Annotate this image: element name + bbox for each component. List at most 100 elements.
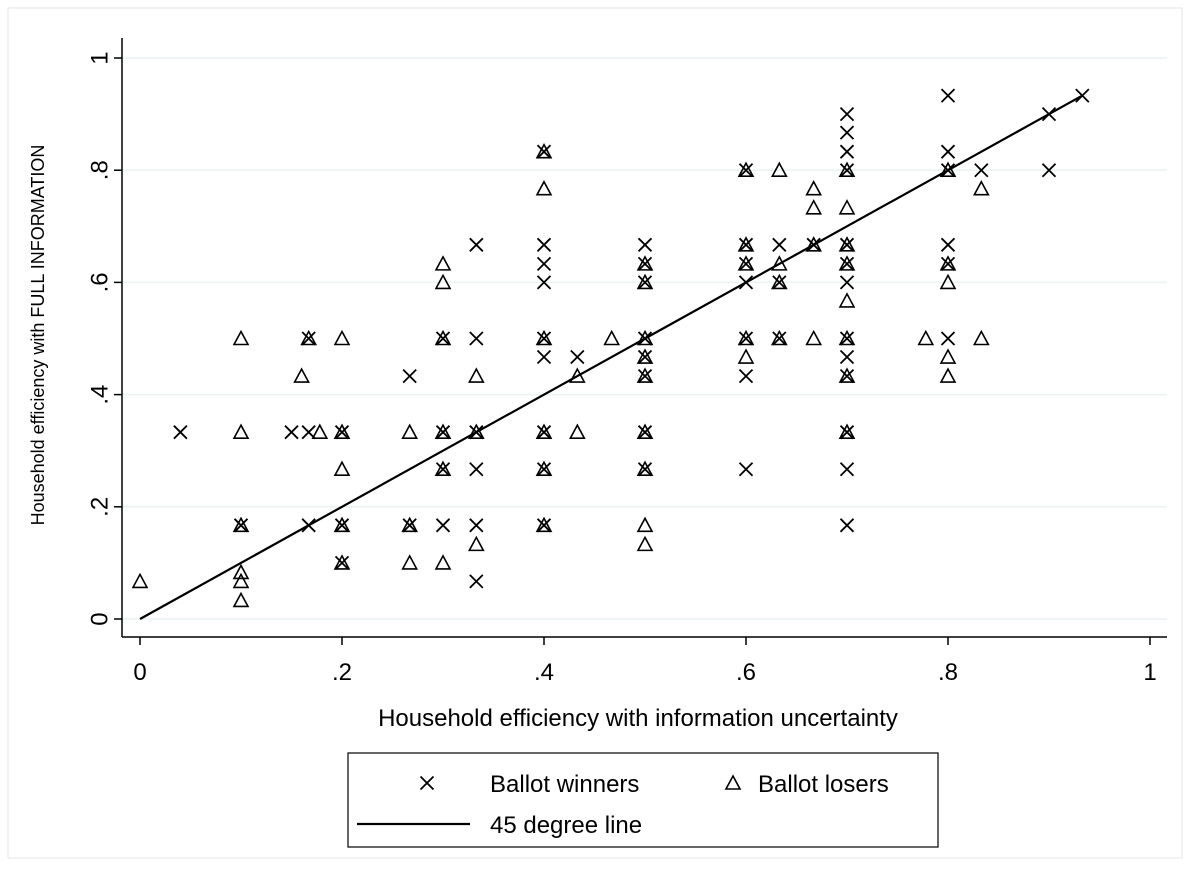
winner-point [940, 163, 956, 178]
loser-point [467, 367, 485, 383]
winner-point [738, 256, 754, 272]
winner-point [536, 331, 552, 346]
y-tick-label: .4 [87, 385, 114, 405]
loser-point [434, 460, 452, 477]
winner-point [536, 462, 552, 477]
loser-point [232, 516, 250, 533]
winner-point [839, 106, 855, 122]
winner-point [173, 425, 188, 440]
winner-point [974, 163, 989, 178]
winner-point [839, 368, 855, 384]
loser-point [434, 423, 452, 439]
winner-point [536, 256, 552, 272]
winner-point [536, 518, 552, 533]
loser-point [535, 423, 553, 439]
winner-point [839, 331, 855, 346]
loser-point [401, 423, 419, 439]
winner-point [469, 237, 484, 252]
loser-point [770, 273, 788, 290]
loser-point [805, 180, 823, 196]
loser-point [838, 161, 856, 177]
x-tick-label: 0 [133, 659, 146, 686]
winner-point [738, 368, 754, 384]
loser-point [535, 142, 553, 159]
loser-point [232, 572, 250, 589]
loser-point [568, 367, 586, 383]
x-axis-title: Household efficiency with information un… [378, 705, 898, 732]
winner-point [738, 237, 754, 252]
loser-point [333, 329, 351, 346]
winner-point [738, 275, 754, 290]
loser-point [917, 329, 935, 346]
winner-point [637, 425, 653, 440]
winner-point [1041, 106, 1057, 122]
loser-point [434, 554, 452, 570]
winner-point [233, 518, 249, 533]
winner-point [469, 518, 484, 533]
winner-point [839, 462, 855, 477]
legend-label-winners: Ballot winners [490, 771, 639, 798]
winner-point [940, 331, 956, 346]
loser-point [636, 516, 654, 533]
winner-point [940, 256, 956, 272]
winner-point [839, 237, 855, 252]
y-tick-label: 0 [87, 612, 114, 625]
winner-point [738, 331, 754, 346]
winner-point [301, 331, 316, 346]
loser-point [939, 255, 957, 271]
loser-point [636, 367, 654, 383]
loser-point [636, 255, 654, 271]
winner-point [839, 425, 855, 440]
winner-point [637, 256, 653, 272]
loser-point [838, 199, 856, 215]
loser-point [805, 236, 823, 252]
winner-point [1041, 163, 1057, 178]
winner-point [284, 425, 299, 440]
loser-point [737, 236, 755, 252]
x-tick-label: .8 [938, 659, 958, 686]
winner-point [402, 368, 417, 384]
loser-point [939, 348, 957, 364]
y-tick-label: 1 [87, 51, 114, 64]
winner-point [738, 163, 754, 178]
winner-point [940, 88, 956, 103]
legend-winner-marker [419, 775, 435, 791]
winner-point [637, 368, 653, 384]
loser-point [467, 423, 485, 439]
loser-point [939, 161, 957, 177]
legend-box [347, 752, 939, 848]
winner-point [402, 518, 417, 533]
gridlines [122, 57, 1167, 620]
legend: Ballot winners Ballot losers 45 degree lin… [347, 752, 939, 848]
loser-point [603, 329, 621, 346]
loser-point [333, 516, 351, 533]
y-tick-label: .8 [87, 160, 114, 180]
loser-point [770, 255, 788, 271]
loser-point [805, 329, 823, 346]
winner-point [435, 462, 451, 477]
x-tick-label: .6 [736, 659, 756, 686]
winner-point [839, 256, 855, 272]
winner-point [637, 275, 653, 290]
winner-point [334, 555, 350, 571]
winner-point [469, 425, 484, 440]
winner-point [839, 349, 855, 365]
x-tick-label: .2 [332, 659, 352, 686]
loser-point [434, 273, 452, 290]
loser-point [805, 199, 823, 215]
winner-point [536, 275, 552, 290]
loser-point [300, 329, 318, 346]
loser-point [737, 348, 755, 364]
winner-point [536, 237, 552, 252]
winner-point [334, 425, 350, 440]
loser-point [737, 161, 755, 177]
loser-point [535, 460, 553, 477]
loser-point [838, 236, 856, 252]
winner-point [772, 331, 787, 346]
loser-point [636, 423, 654, 439]
y-axis-title: Household efficiency with FULL INFORMATI… [28, 145, 48, 526]
plot-data [131, 88, 1090, 620]
loser-point [636, 535, 654, 552]
